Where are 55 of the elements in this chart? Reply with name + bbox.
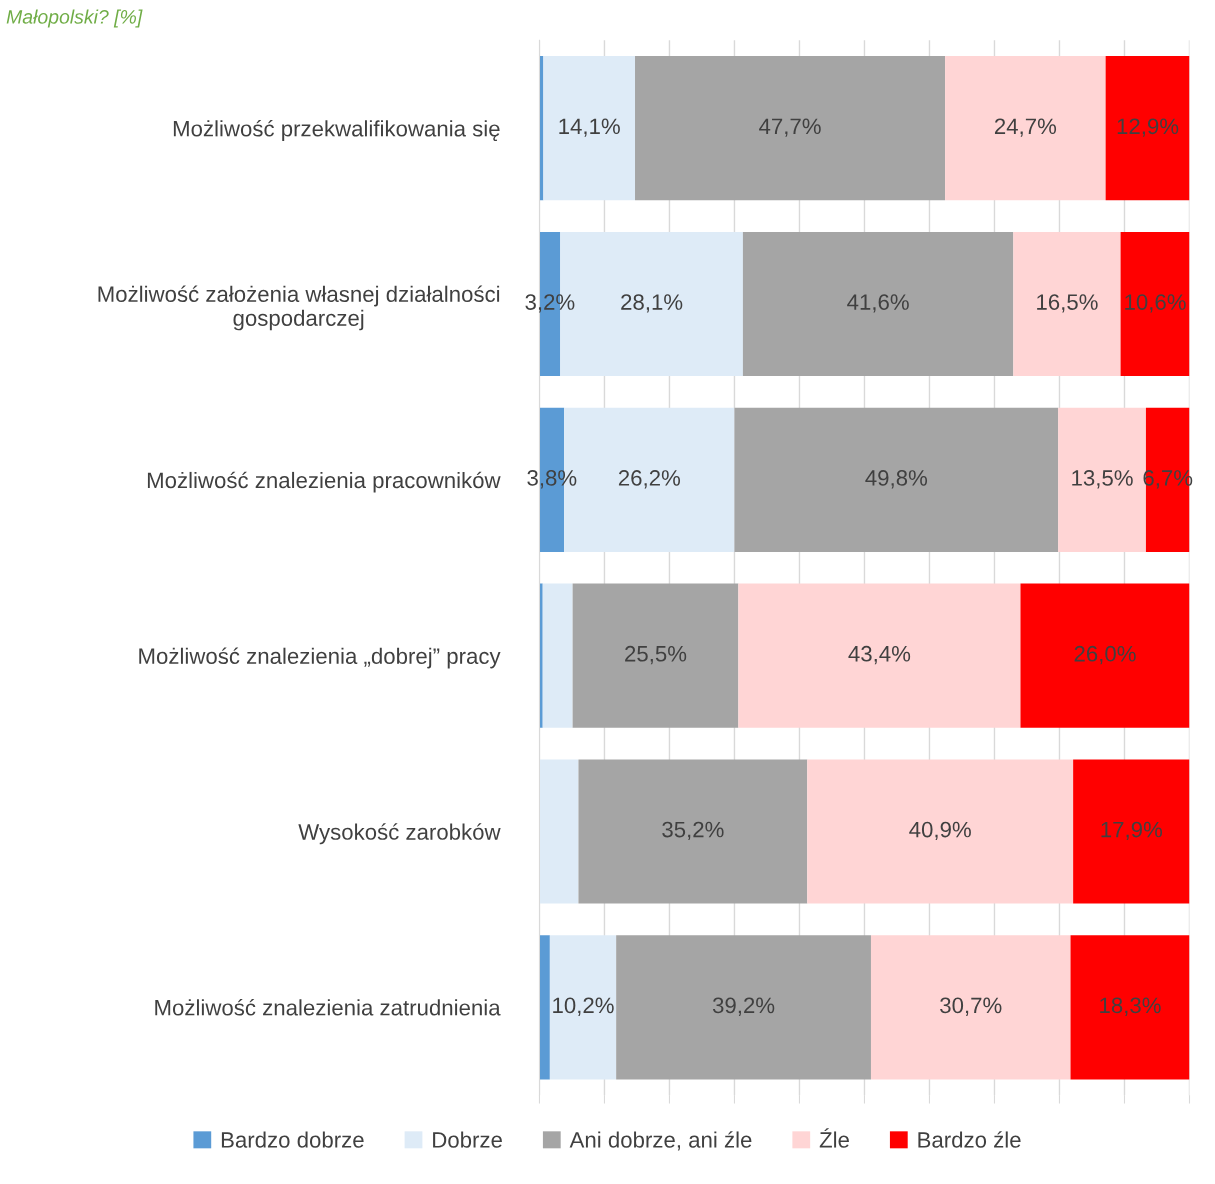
data-label: 39,2% [712,997,775,1016]
y-tick-label: Możliwość przekwalifikowania się [173,119,500,141]
y-tick-label: Wysokość zarobków [298,823,501,845]
data-label: 25,5% [625,645,687,665]
bar [539,583,543,728]
bar [539,759,579,904]
data-label: 30,7% [940,997,1002,1016]
bar [1120,231,1190,377]
data-label: 12,9% [1117,118,1179,137]
text: Małopolski? [%] [6,9,143,28]
bar [543,56,636,201]
bar [578,759,808,904]
bar [1020,583,1190,728]
data-label: 16,5% [1037,294,1098,313]
legend-label: Bardzo dobrze [221,1131,364,1148]
data-label: 49,8% [865,470,928,489]
data-label: 26,2% [618,470,681,489]
data-label: 43,4% [848,645,911,665]
data-label: 10,6% [1125,294,1186,313]
bar [1013,231,1121,377]
bar [572,583,739,728]
bar [870,935,1071,1080]
data-label: 28,1% [621,294,683,313]
bar [1105,56,1190,201]
bar [807,759,1074,904]
legend-label: Bardzo źle [918,1131,1021,1148]
bar [542,583,573,728]
data-label: 40,9% [909,821,971,841]
bar [1073,759,1190,904]
bar [635,56,946,201]
data-label: 26,0% [1074,645,1136,665]
y-tick-label: Możliwość znalezienia zatrudnienia [155,998,501,1016]
legend-label: Źle [819,1128,849,1148]
data-label: 24,7% [994,118,1057,137]
data-label: 18,3% [1100,997,1161,1016]
data-label: 10,2% [553,997,614,1016]
y-tick-label: Możliwość założenia własnej działalności gospodarczej [98,285,500,331]
bar [734,407,1059,552]
legend-label: Ani dobrze, ani źle [569,1131,752,1151]
legend-label: Dobrze [433,1131,502,1148]
bar [738,583,1021,728]
y-tick-label: Możliwość znalezienia „dobrej” pracy [139,647,501,669]
bar [539,935,550,1080]
data-label: 17,9% [1101,821,1163,841]
data-label: 35,2% [662,821,724,841]
data-label: 13,5% [1072,470,1133,489]
y-tick-label: Możliwość znalezienia pracowników [147,471,501,493]
bar [1070,935,1190,1080]
bar [742,231,1014,377]
data-label: 41,6% [847,294,909,313]
data-label: 14,1% [559,118,620,137]
bar [945,56,1106,201]
bar [549,935,617,1080]
bar [616,935,871,1080]
data-label: 47,7% [759,118,821,137]
